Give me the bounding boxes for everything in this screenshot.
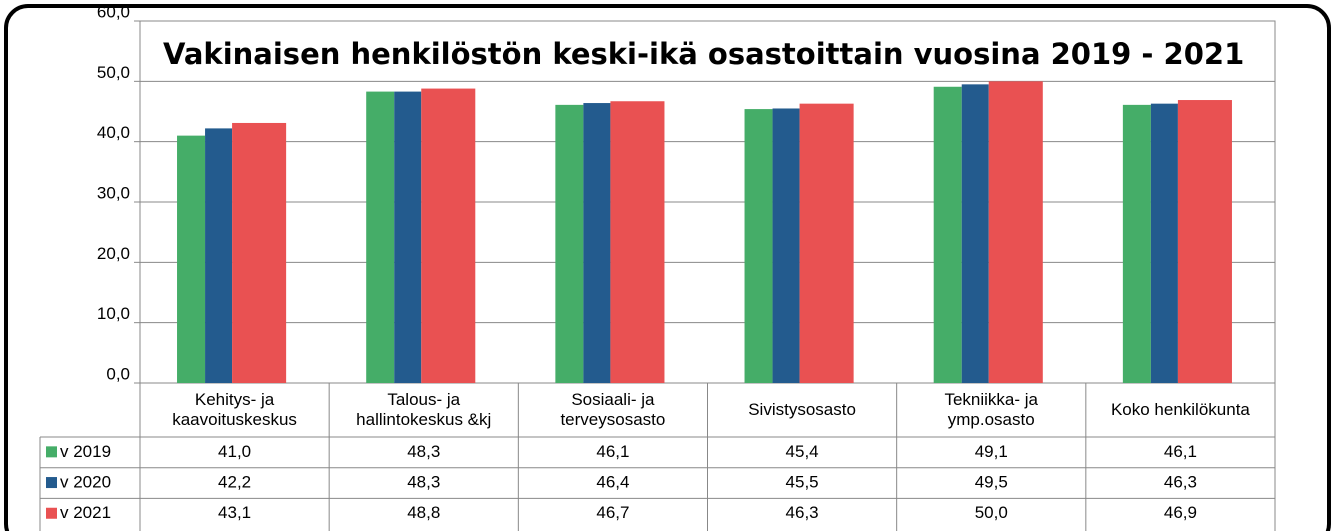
data-label: 45,4	[786, 442, 819, 461]
bar	[610, 101, 665, 383]
bar	[205, 128, 233, 383]
x-tick-label: Sosiaali- ja terveysosasto	[560, 390, 666, 429]
y-tick-label: 20,0	[97, 244, 130, 263]
data-label: 46,9	[1164, 503, 1197, 522]
x-tick-label: Tekniikka- ja ymp.osasto	[944, 390, 1038, 429]
bar	[933, 86, 962, 383]
y-tick-label: 40,0	[97, 123, 130, 142]
chart-title: Vakinaisen henkilöstön keski-ikä osastoi…	[163, 37, 1244, 71]
data-label: 46,1	[596, 442, 629, 461]
data-label: 46,7	[596, 503, 629, 522]
legend-label: v 2021	[60, 503, 111, 522]
x-tick-label-box: Talous- ja hallintokeskus &kj	[356, 390, 492, 429]
data-label: 48,8	[407, 503, 440, 522]
bar	[177, 135, 206, 383]
data-label: 48,3	[407, 473, 440, 492]
bar	[1150, 103, 1178, 383]
x-tick-label-box: Sosiaali- ja terveysosasto	[560, 390, 666, 429]
bar	[772, 108, 800, 383]
bar	[232, 122, 287, 384]
x-tick-label-box: Kehitys- ja kaavoituskeskus	[172, 390, 297, 429]
bar	[744, 109, 773, 383]
legend-swatch	[46, 477, 57, 489]
x-tick-label: Kehitys- ja kaavoituskeskus	[172, 390, 297, 429]
bar	[799, 103, 854, 383]
x-tick-label-box: Tekniikka- ja ymp.osasto	[944, 390, 1038, 429]
data-label: 41,0	[218, 442, 251, 461]
data-label: 48,3	[407, 442, 440, 461]
bar	[555, 104, 584, 383]
x-tick-label: Sivistysosasto	[748, 400, 856, 419]
bar	[366, 91, 395, 383]
bar	[988, 81, 1043, 383]
y-tick-label: 30,0	[97, 183, 130, 202]
data-label: 50,0	[975, 503, 1008, 522]
x-tick-label-box: Sivistysosasto	[748, 400, 856, 419]
legend-label: v 2019	[60, 442, 111, 461]
data-label: 46,3	[1164, 473, 1197, 492]
y-tick-label: 60,0	[97, 2, 130, 21]
bar	[421, 88, 476, 383]
data-label: 46,1	[1164, 442, 1197, 461]
y-tick-label: 10,0	[97, 304, 130, 323]
data-label: 46,4	[596, 473, 629, 492]
data-label: 42,2	[218, 473, 251, 492]
data-label: 46,3	[786, 503, 819, 522]
bar	[1122, 104, 1151, 383]
x-tick-label-box: Koko henkilökunta	[1110, 400, 1250, 419]
data-label: 49,1	[975, 442, 1008, 461]
y-tick-label: 50,0	[97, 63, 130, 82]
legend-label: v 2020	[60, 473, 111, 492]
y-tick-label: 0,0	[106, 364, 130, 383]
bar	[961, 84, 989, 383]
data-label: 43,1	[218, 503, 251, 522]
bar	[583, 103, 611, 383]
x-tick-label: Koko henkilökunta	[1110, 400, 1250, 419]
data-label: 49,5	[975, 473, 1008, 492]
data-label: 45,5	[786, 473, 819, 492]
legend-swatch	[46, 446, 57, 458]
bar	[394, 91, 422, 383]
legend-swatch	[46, 507, 57, 519]
x-tick-label: Talous- ja hallintokeskus &kj	[356, 390, 492, 429]
bar	[1177, 100, 1232, 383]
